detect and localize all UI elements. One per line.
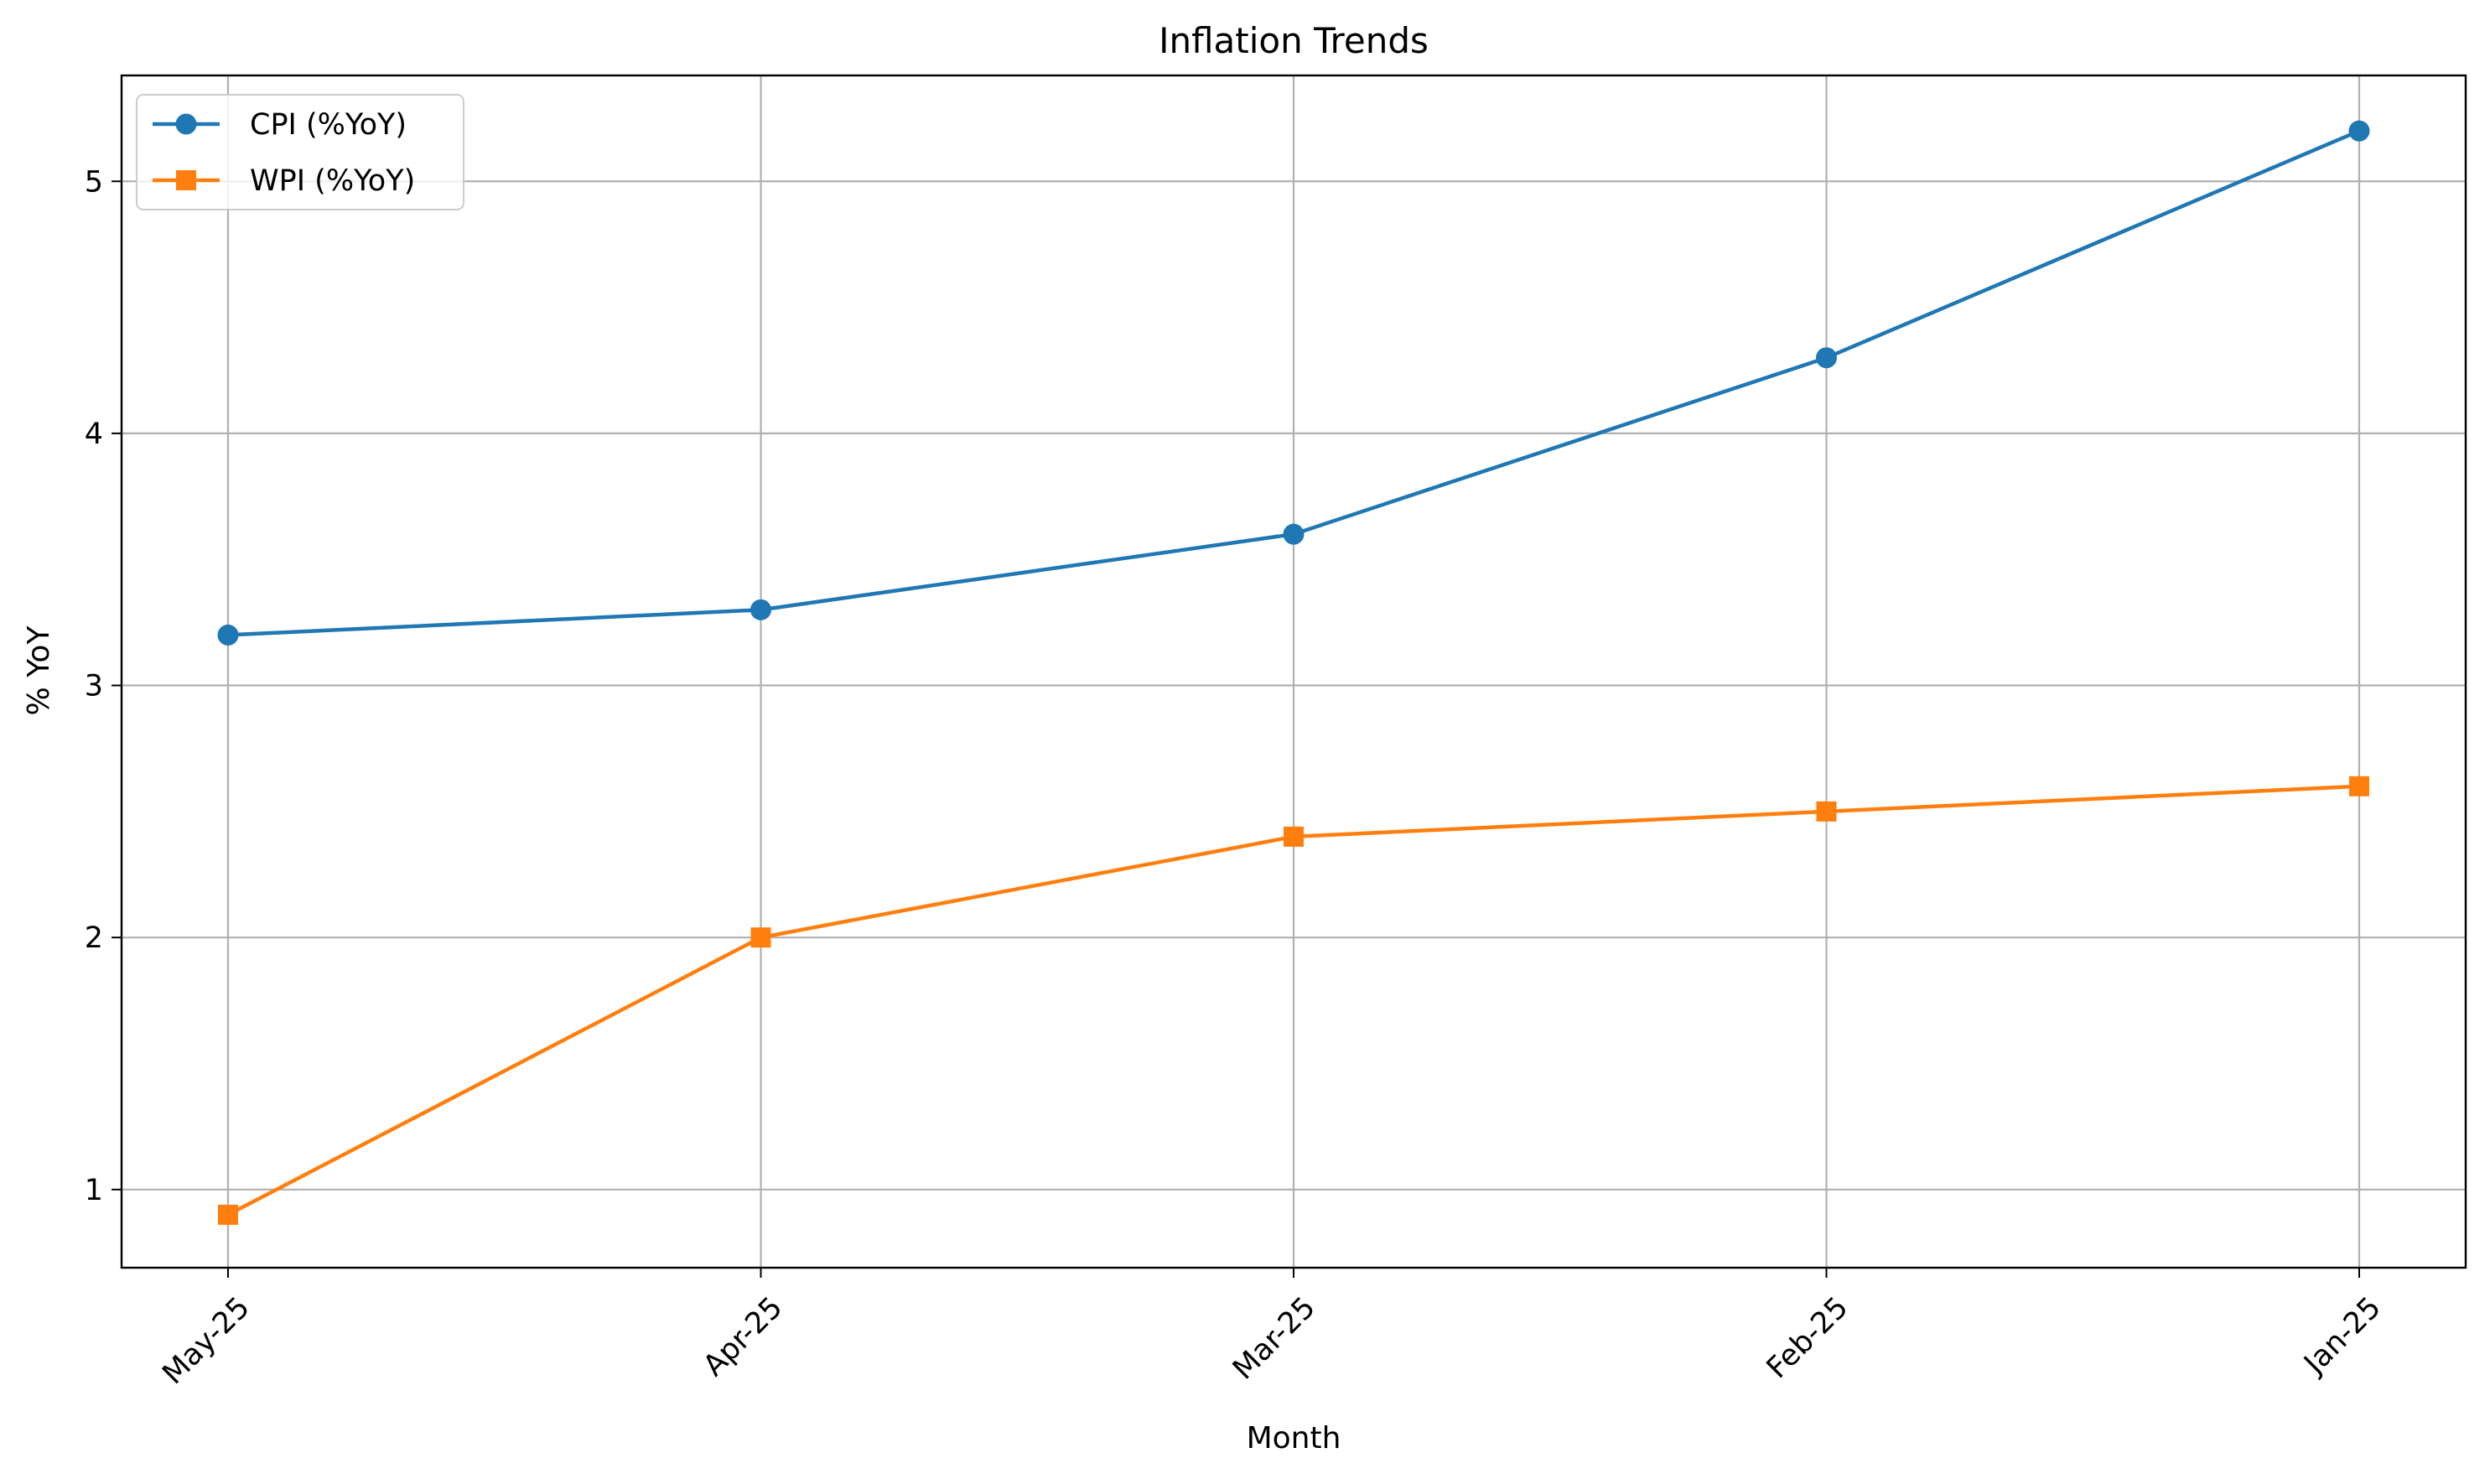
data-point-marker <box>750 927 771 948</box>
legend-swatch-marker <box>176 170 196 190</box>
data-point-marker <box>217 624 239 646</box>
data-point-marker <box>1284 826 1304 847</box>
y-tick-label: 3 <box>85 670 103 703</box>
y-tick-label: 4 <box>85 418 103 451</box>
y-axis-label: % YoY <box>22 625 56 716</box>
legend-swatch-marker <box>175 113 197 135</box>
x-tick-label: Feb-25 <box>1761 1291 1855 1386</box>
data-point-marker <box>1283 523 1305 545</box>
y-tick-label: 2 <box>85 921 103 955</box>
legend-label: WPI (%YoY) <box>250 164 415 198</box>
x-tick-label: Apr-25 <box>697 1291 789 1383</box>
y-tick-label: 5 <box>85 165 103 199</box>
x-tick-label: Mar-25 <box>1227 1291 1322 1387</box>
series-layer <box>217 120 2370 1225</box>
tick-labels: May-25 Apr-25 Mar-25 Feb-25 Jan-25 1 2 3 4 5 <box>85 165 2388 1391</box>
y-tick-label: 1 <box>85 1174 103 1207</box>
data-point-marker <box>2348 120 2370 142</box>
x-tick-label: Jan-25 <box>2297 1291 2388 1382</box>
grid-layer <box>122 75 2466 1268</box>
x-axis-label: Month <box>1247 1421 1341 1455</box>
legend: CPI (%YoY) WPI (%YoY) <box>136 94 464 210</box>
data-point-marker <box>1816 801 1837 822</box>
legend-label: CPI (%YoY) <box>250 108 407 142</box>
chart-title: Inflation Trends <box>1159 20 1429 61</box>
data-point-marker <box>1816 347 1837 369</box>
data-point-marker <box>2349 776 2369 796</box>
x-tick-label: May-25 <box>156 1291 256 1391</box>
data-point-marker <box>750 599 771 620</box>
data-point-marker <box>218 1204 238 1225</box>
